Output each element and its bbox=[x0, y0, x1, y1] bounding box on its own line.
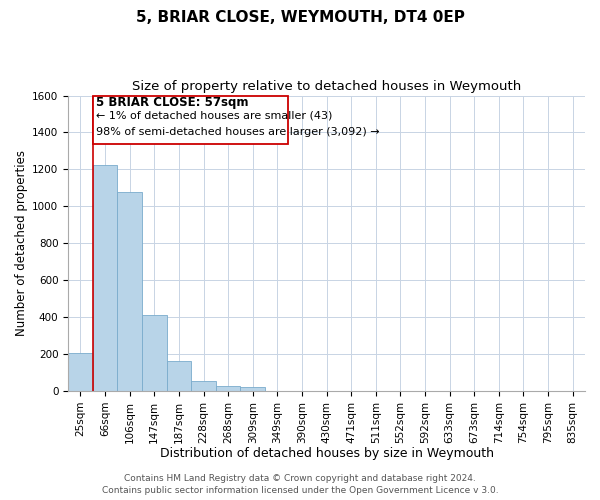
Bar bbox=[93, 165, 118, 391]
Bar bbox=[68, 353, 93, 391]
Bar bbox=[167, 362, 191, 391]
Text: 98% of semi-detached houses are larger (3,092) →: 98% of semi-detached houses are larger (… bbox=[97, 126, 380, 136]
Title: Size of property relative to detached houses in Weymouth: Size of property relative to detached ho… bbox=[132, 80, 521, 93]
X-axis label: Distribution of detached houses by size in Weymouth: Distribution of detached houses by size … bbox=[160, 447, 494, 460]
Bar bbox=[191, 381, 216, 391]
Y-axis label: Number of detached properties: Number of detached properties bbox=[15, 150, 28, 336]
Bar bbox=[118, 192, 142, 391]
Bar bbox=[241, 388, 265, 391]
Text: Contains HM Land Registry data © Crown copyright and database right 2024.
Contai: Contains HM Land Registry data © Crown c… bbox=[101, 474, 499, 495]
Bar bbox=[216, 386, 241, 391]
Bar bbox=[93, 96, 289, 144]
Text: 5 BRIAR CLOSE: 57sqm: 5 BRIAR CLOSE: 57sqm bbox=[97, 96, 249, 108]
Bar bbox=[142, 316, 167, 391]
Text: 5, BRIAR CLOSE, WEYMOUTH, DT4 0EP: 5, BRIAR CLOSE, WEYMOUTH, DT4 0EP bbox=[136, 10, 464, 25]
Text: ← 1% of detached houses are smaller (43): ← 1% of detached houses are smaller (43) bbox=[97, 111, 333, 121]
